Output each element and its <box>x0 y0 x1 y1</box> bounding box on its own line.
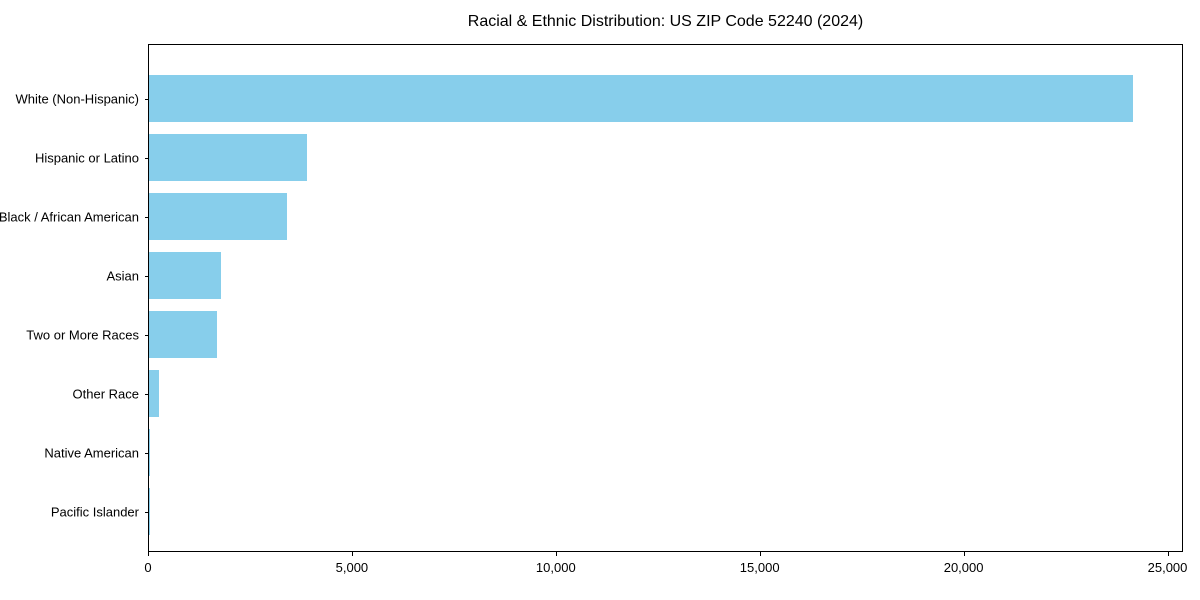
plot-area: White (Non-Hispanic) Hispanic or Latino Bl… <box>0 44 1183 552</box>
y-tick-mark <box>145 98 149 100</box>
y-axis-label: Two or More Races <box>26 327 139 342</box>
x-tick-mark <box>759 552 761 556</box>
bar-row: Pacific Islander <box>51 482 1182 541</box>
bar <box>149 428 150 477</box>
chart-title: Racial & Ethnic Distribution: US ZIP Cod… <box>467 13 864 30</box>
x-tick-mark <box>963 552 965 556</box>
y-axis-label: Other Race <box>72 386 139 401</box>
y-axis-label: Asian <box>106 268 139 283</box>
bar <box>149 310 217 359</box>
x-tick-mark <box>148 552 149 556</box>
bar-row: Native American <box>44 423 1182 482</box>
bar <box>149 133 307 182</box>
y-axis-label: Pacific Islander <box>50 504 139 519</box>
x-tick-mark <box>351 552 353 556</box>
x-tick-label: 25,000 <box>1147 560 1188 575</box>
x-tick-label: 0 <box>144 560 152 575</box>
bar-row: Hispanic or Latino <box>35 128 1182 187</box>
bar <box>149 369 160 418</box>
bar <box>149 192 287 241</box>
bar-row: Two or More Races <box>26 305 1182 364</box>
bar-rows: White (Non-Hispanic) Hispanic or Latino Bl… <box>0 45 1182 551</box>
bar <box>149 251 222 300</box>
y-axis-label: Hispanic or Latino <box>34 150 139 165</box>
y-tick-mark <box>145 511 149 513</box>
x-axis: 0 5,000 10,000 15,000 20,000 25,000 <box>144 552 1187 582</box>
y-tick-mark <box>145 334 149 336</box>
y-axis-label: White (Non-Hispanic) <box>15 91 139 106</box>
y-tick-mark <box>145 452 149 454</box>
x-tick-label: 15,000 <box>739 560 780 575</box>
y-tick-mark <box>145 157 149 159</box>
bar-row: Other Race <box>73 364 1182 423</box>
x-tick-mark <box>555 552 557 556</box>
bar <box>149 74 1133 123</box>
bar-row: White (Non-Hispanic) <box>15 69 1182 128</box>
y-axis-label: Native American <box>44 445 139 460</box>
x-tick-label: 10,000 <box>535 560 576 575</box>
y-tick-mark <box>145 275 149 277</box>
y-tick-mark <box>145 216 149 218</box>
x-tick-label: 5,000 <box>335 560 369 575</box>
y-axis-label: Black / African American <box>0 209 139 224</box>
x-tick-mark <box>1167 552 1169 556</box>
x-tick-label: 20,000 <box>943 560 984 575</box>
y-tick-mark <box>145 393 149 395</box>
bar-row: Asian <box>106 246 1182 305</box>
bar-row: Black / African American <box>0 187 1182 246</box>
